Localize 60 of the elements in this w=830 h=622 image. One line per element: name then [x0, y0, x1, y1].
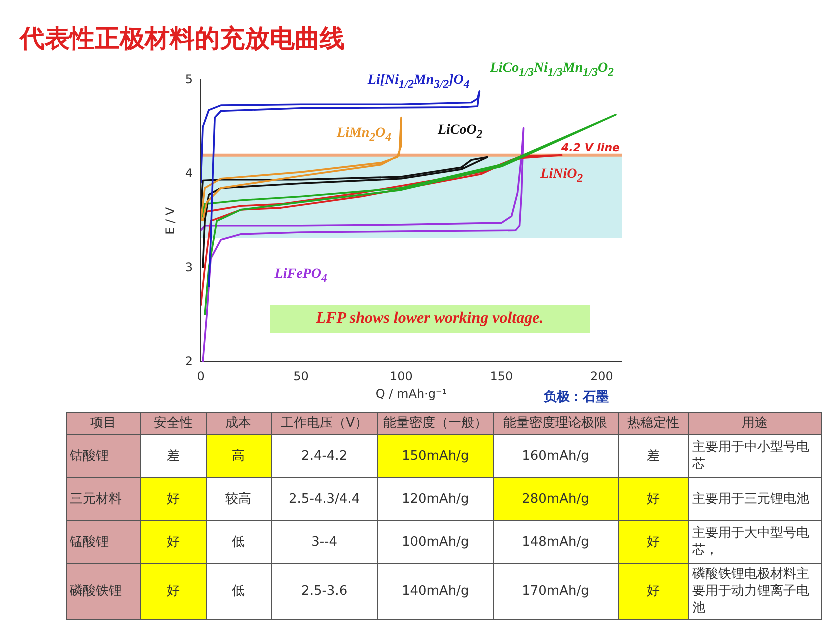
y-tick-label: 2 — [185, 354, 194, 368]
text: 主要用于三元锂电池 — [692, 492, 810, 506]
text: 好 — [167, 584, 180, 599]
text: 好 — [646, 492, 660, 506]
category-label: 项目 — [66, 412, 141, 434]
text: 三元材料 — [70, 492, 122, 506]
chart-title: 代表性正极材料的充放电曲线 — [20, 23, 345, 55]
y-tick-label: 3 — [185, 260, 194, 274]
ref-line-label: 4.2 V line — [560, 141, 621, 154]
category-label: 成本 — [206, 412, 272, 434]
series-label: LiCoO$_{2}$ — [438, 123, 483, 144]
text: 140mAh/g — [402, 584, 470, 599]
text: 160mAh/g — [522, 448, 590, 464]
x-tick-label: 150 — [490, 370, 514, 384]
category-label: 能量密度（一般） — [378, 412, 494, 434]
text: 148mAh/g — [522, 534, 590, 550]
text: 好 — [646, 584, 660, 599]
series-label: Li[Ni$_{1/2}$Mn$_{3/2}$]O$_{4}$ — [368, 73, 470, 94]
text: 3--4 — [312, 534, 338, 550]
text: 170mAh/g — [522, 584, 590, 599]
text: 2.5-3.6 — [302, 584, 348, 599]
text: 磷酸铁锂电极材料主要用于动力锂离子电池 — [692, 567, 810, 616]
text: 钴酸锂 — [70, 448, 109, 464]
x-tick-label: 100 — [390, 370, 413, 384]
text: 2.5-4.3/4.4 — [289, 492, 360, 506]
text: 好 — [167, 534, 180, 550]
text: LiFePO$_{4}$ — [274, 266, 328, 286]
x-tick-label: 50 — [294, 370, 309, 384]
category-label: 热稳定性 — [618, 412, 689, 434]
x-tick-label: 0 — [197, 370, 205, 384]
text: 低 — [232, 584, 246, 599]
x-tick-label: 200 — [590, 370, 614, 384]
text: LiCo$_{1/3}$Ni$_{1/3}$Mn$_{1/3}$O$_{2}$ — [490, 60, 614, 81]
series-label: LiMn$_{2}$O$_{4}$ — [337, 126, 392, 146]
text: 主要用于大中型号电芯， — [692, 526, 810, 558]
text: 好 — [646, 534, 660, 550]
text: 锰酸锂 — [70, 534, 109, 550]
category-label: 能量密度理论极限 — [493, 412, 618, 434]
series-label: LiNiO$_{2}$ — [540, 167, 584, 188]
y-axis-title: E / V — [163, 206, 178, 235]
text: 较高 — [226, 492, 252, 506]
text: 150mAh/g — [402, 448, 470, 464]
category-label: 安全性 — [140, 412, 206, 434]
text: 差 — [646, 448, 660, 464]
text: 280mAh/g — [522, 492, 590, 506]
text: 主要用于中小型号电芯 — [692, 440, 810, 472]
category-label: 工作电压（V） — [271, 412, 378, 434]
text: 差 — [167, 448, 180, 464]
text: 好 — [167, 492, 180, 506]
x-axis-title: Q / mAh·g⁻¹ — [376, 386, 448, 401]
y-tick-label: 4 — [185, 166, 194, 180]
text: 120mAh/g — [402, 492, 470, 506]
category-label: 用途 — [688, 412, 822, 434]
text: 低 — [232, 534, 246, 550]
text: 磷酸铁锂 — [70, 584, 122, 599]
text: 负极：石墨 — [544, 389, 609, 406]
y-tick-label: 5 — [185, 72, 194, 86]
text: 100mAh/g — [402, 534, 470, 550]
text: 高 — [232, 448, 246, 464]
text: 2.4-4.2 — [302, 448, 348, 464]
